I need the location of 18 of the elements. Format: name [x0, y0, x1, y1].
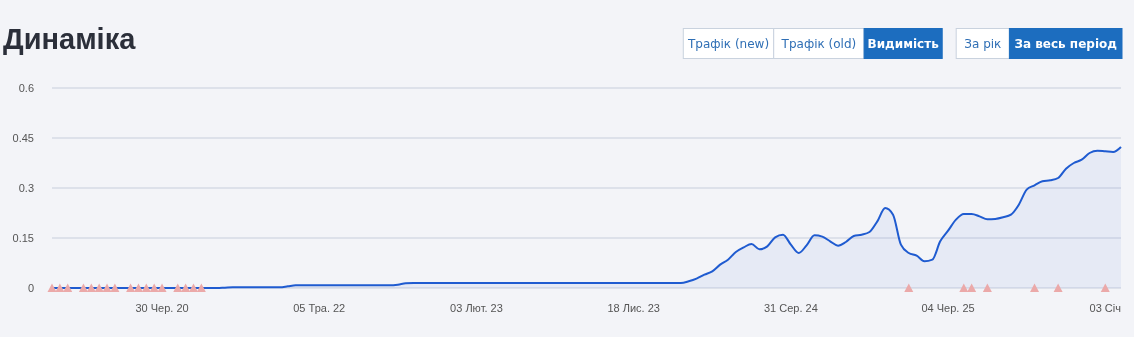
y-tick-label: 0.15	[12, 232, 34, 244]
tab-button: Трафік (old)	[773, 28, 865, 59]
x-tick-label: 30 Чер. 20	[135, 302, 189, 314]
y-tick-label: 0.45	[12, 132, 34, 144]
tab-button: За рік	[955, 28, 1010, 59]
tab-button: Видимість	[863, 28, 943, 59]
x-tick-label: 31 Сер. 24	[763, 302, 818, 314]
chart-title: Динаміка	[3, 23, 137, 55]
x-tick-label: 04 Чер. 25	[921, 302, 975, 314]
tab-button: Трафік (new)	[682, 28, 775, 59]
y-tick-label: 0.3	[18, 182, 34, 194]
x-tick-label: 03 Лют. 23	[450, 302, 503, 314]
tab-button: За весь період	[1008, 28, 1123, 59]
x-tick-label: 03 Січ	[1089, 302, 1121, 314]
y-tick-label: 0.6	[18, 82, 34, 94]
x-tick-label: 05 Тра. 22	[293, 302, 346, 314]
y-tick-label: 0	[27, 282, 34, 294]
x-tick-label: 18 Лис. 23	[607, 302, 660, 314]
